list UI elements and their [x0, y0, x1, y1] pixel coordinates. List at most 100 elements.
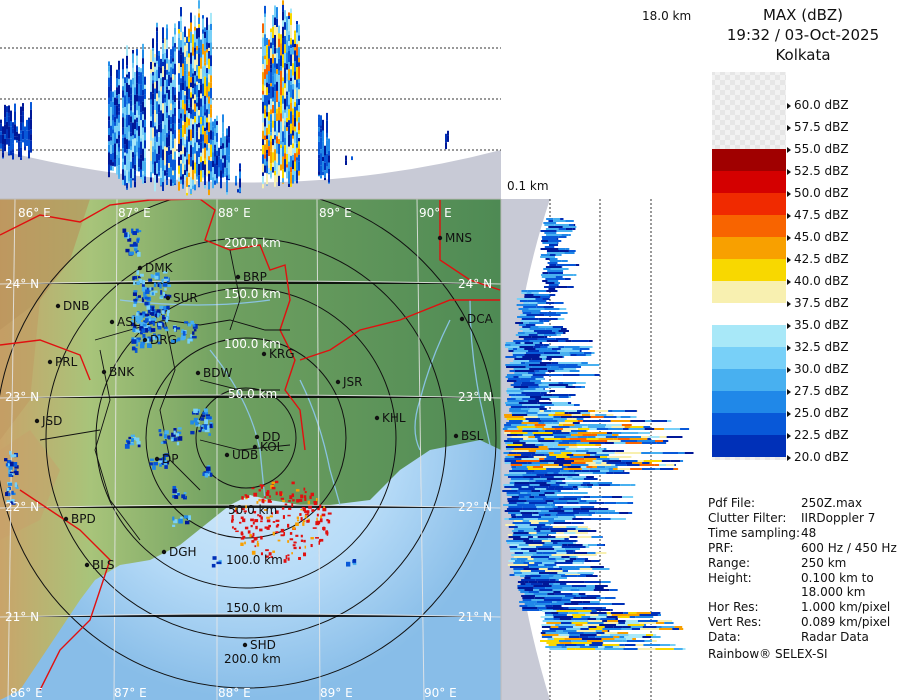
echo-cell [565, 550, 574, 552]
echo-cell [14, 482, 18, 488]
lon-label-bottom: 87° E [114, 686, 147, 700]
echo-cell [508, 452, 517, 454]
echo-cell [242, 535, 246, 539]
echo-cell [529, 478, 534, 480]
echo-cell [546, 252, 565, 254]
echo-cell [187, 515, 191, 521]
echo-cell [166, 163, 168, 173]
echo-cell [566, 418, 577, 420]
echo-cell [216, 132, 218, 142]
echo-cell [285, 555, 288, 560]
echo-cell [156, 153, 158, 164]
echo-cell [584, 560, 592, 562]
echo-cell [514, 448, 531, 450]
echo-cell [156, 93, 158, 102]
echo-cell [172, 104, 174, 115]
echo-cell [108, 104, 110, 117]
echo-cell [622, 626, 631, 628]
echo-cell [571, 585, 587, 587]
echo-cell [613, 438, 618, 440]
echo-cell [590, 454, 595, 456]
echo-cell [239, 192, 241, 194]
echo-cell [548, 288, 556, 290]
echo-cell [30, 102, 32, 110]
echo-cell [592, 568, 610, 570]
echo-cell [134, 347, 138, 353]
echo-cell [288, 161, 290, 172]
echo-cell [551, 585, 572, 587]
echo-cell [9, 461, 14, 467]
echo-cell [298, 105, 300, 112]
echo-cell [7, 482, 13, 486]
legend-tick-icon [787, 190, 791, 197]
legend-label: 60.0 dBZ [794, 98, 849, 112]
echo-cell [126, 97, 128, 102]
echo-cell [313, 501, 318, 506]
echo-cell [547, 566, 554, 568]
echo-cell [190, 177, 192, 184]
echo-cell [559, 250, 569, 252]
echo-cell [274, 135, 276, 140]
echo-cell [524, 470, 535, 472]
echo-cell [586, 438, 599, 440]
echo-cell [162, 66, 164, 78]
echo-cell [197, 420, 200, 423]
echo-cell [237, 189, 239, 193]
echo-cell [544, 612, 552, 614]
echo-cell [130, 94, 132, 101]
echo-cell [296, 152, 298, 158]
echo-cell [529, 408, 540, 410]
echo-cell [564, 510, 574, 512]
echo-cell [550, 484, 560, 486]
echo-cell [278, 139, 280, 145]
echo-cell [537, 536, 556, 538]
echo-cell [278, 175, 280, 186]
echo-cell [110, 125, 112, 137]
echo-cell [180, 90, 182, 100]
echo-cell [679, 628, 684, 630]
echo-cell [346, 561, 351, 567]
legend-tick-icon [787, 300, 791, 307]
echo-cell [514, 346, 520, 348]
echo-cell [233, 509, 237, 513]
echo-cell [282, 110, 284, 119]
echo-cell [116, 98, 118, 106]
echo-cell [506, 492, 521, 494]
echo-cell [528, 456, 534, 458]
echo-cell [190, 22, 192, 32]
echo-cell [204, 158, 206, 165]
echo-cell [322, 161, 324, 172]
echo-cell [558, 634, 570, 636]
echo-cell [128, 149, 130, 161]
echo-cell [288, 34, 290, 42]
echo-cell [539, 460, 555, 462]
echo-cell [162, 141, 164, 150]
echo-cell [145, 318, 149, 323]
echo-cell [282, 118, 284, 132]
echo-cell [186, 36, 188, 44]
echo-cell [158, 104, 160, 113]
echo-cell [124, 164, 126, 171]
echo-cell [186, 74, 188, 87]
echo-cell [270, 114, 272, 123]
echo-cell [126, 234, 130, 239]
echo-cell [554, 460, 575, 462]
echo-cell [112, 97, 114, 102]
echo-cell [320, 515, 323, 519]
echo-cell [150, 104, 152, 117]
echo-cell [262, 172, 264, 176]
echo-cell [507, 438, 524, 440]
echo-cell [638, 432, 650, 434]
echo-cell [549, 648, 568, 650]
echo-cell [116, 138, 118, 144]
echo-cell [518, 428, 523, 430]
echo-cell [276, 153, 278, 160]
city-label: DD [262, 430, 281, 444]
echo-cell [282, 26, 284, 39]
echo-cell [635, 644, 644, 646]
echo-cell [564, 538, 569, 540]
echo-cell [512, 352, 526, 354]
echo-cell [548, 344, 550, 346]
echo-cell [272, 105, 274, 114]
echo-cell [240, 516, 244, 520]
